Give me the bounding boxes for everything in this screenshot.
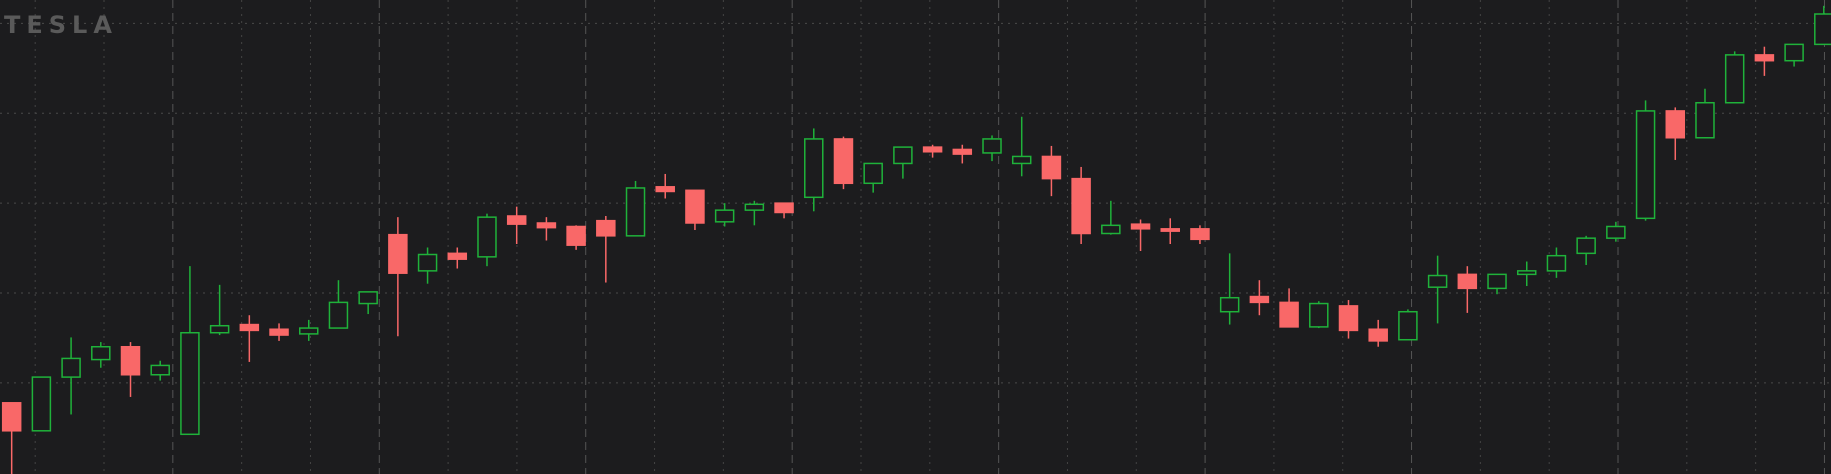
candle-body bbox=[1071, 177, 1091, 235]
candle-body bbox=[358, 291, 378, 305]
candle-body bbox=[982, 138, 1002, 154]
candle-body bbox=[1665, 110, 1686, 139]
candle-body bbox=[1695, 101, 1715, 139]
candle-body bbox=[536, 222, 557, 229]
candle-body bbox=[477, 216, 497, 258]
candle-body bbox=[1784, 43, 1804, 62]
candle-body bbox=[1041, 155, 1062, 180]
candle-body bbox=[1101, 224, 1121, 235]
candle-body bbox=[1368, 328, 1388, 342]
candle-body bbox=[180, 331, 200, 436]
candle-body bbox=[566, 225, 586, 246]
candle-body bbox=[1546, 254, 1567, 272]
candles bbox=[1, 5, 1831, 474]
candle-body bbox=[506, 215, 527, 225]
candle-body bbox=[1516, 270, 1537, 276]
candle-body bbox=[239, 323, 260, 332]
candle-body bbox=[298, 327, 319, 335]
candle-body bbox=[833, 138, 854, 185]
candle-body bbox=[269, 328, 289, 336]
candle-body bbox=[1576, 237, 1596, 255]
candle-body bbox=[91, 345, 111, 361]
candle-body bbox=[1309, 302, 1329, 328]
candle-body bbox=[328, 301, 349, 329]
candle-body bbox=[1814, 13, 1831, 46]
candle-body bbox=[893, 146, 913, 165]
candle-body bbox=[1754, 54, 1775, 62]
candle-body bbox=[952, 148, 973, 155]
candle-body bbox=[625, 187, 646, 237]
candle-body bbox=[774, 202, 794, 214]
candle-body bbox=[388, 233, 408, 274]
candle-body bbox=[922, 146, 943, 153]
candle-body bbox=[1011, 155, 1032, 165]
candle-body bbox=[1724, 54, 1745, 104]
candle-body bbox=[1606, 225, 1626, 239]
candle-body bbox=[447, 252, 468, 260]
candle-body bbox=[120, 345, 141, 376]
candle-body bbox=[1, 402, 22, 432]
candle-body bbox=[1427, 274, 1448, 288]
logo: TESLA bbox=[4, 11, 118, 39]
candle-body bbox=[804, 138, 824, 199]
candle-body bbox=[150, 364, 170, 376]
candle-body bbox=[61, 357, 81, 378]
candle-body bbox=[1398, 310, 1418, 341]
candle-body bbox=[209, 324, 230, 334]
candle-body bbox=[1130, 223, 1151, 230]
candle-body bbox=[31, 376, 52, 432]
candle-body bbox=[1457, 273, 1478, 290]
candle-body bbox=[1279, 301, 1299, 328]
candle-body bbox=[685, 189, 705, 224]
candle-body bbox=[744, 203, 765, 211]
candle-body bbox=[1219, 296, 1240, 313]
candle-body bbox=[1635, 110, 1656, 220]
candle-body bbox=[655, 186, 675, 193]
candle-body bbox=[417, 253, 438, 272]
candle-body bbox=[863, 162, 883, 185]
candle-body bbox=[596, 219, 616, 237]
candle-body bbox=[1249, 295, 1270, 304]
candle-body bbox=[1338, 305, 1359, 332]
candle-body bbox=[714, 209, 735, 223]
candle-body bbox=[1487, 273, 1507, 290]
candle-body bbox=[1190, 228, 1210, 241]
candle-body bbox=[1160, 228, 1181, 232]
